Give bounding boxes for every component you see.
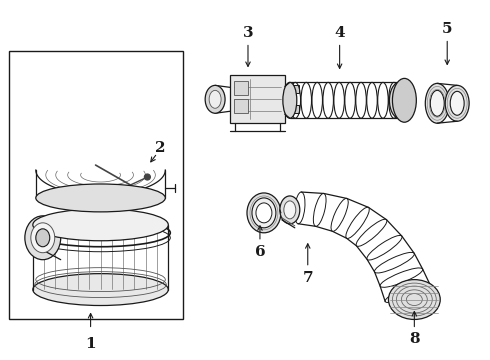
Ellipse shape [247,193,281,233]
Ellipse shape [450,91,464,115]
Bar [293,85,299,93]
Ellipse shape [145,174,150,180]
Text: 5: 5 [442,22,452,36]
Text: 4: 4 [334,26,345,40]
Ellipse shape [209,90,221,108]
Ellipse shape [284,201,296,219]
Ellipse shape [280,196,300,224]
Ellipse shape [389,280,440,319]
Ellipse shape [33,274,168,306]
Ellipse shape [390,82,409,118]
Ellipse shape [283,82,297,118]
Bar [230,75,285,123]
Bar [293,105,299,113]
Ellipse shape [25,216,61,260]
Ellipse shape [425,84,449,123]
Bar [234,99,248,113]
Text: 2: 2 [155,141,166,155]
Text: 3: 3 [243,26,253,40]
Bar [9,50,183,319]
Ellipse shape [31,223,55,253]
Ellipse shape [252,198,276,228]
Text: 1: 1 [85,337,96,351]
Ellipse shape [36,184,165,212]
Text: 6: 6 [255,245,265,259]
Ellipse shape [430,90,444,116]
Ellipse shape [36,229,50,247]
Ellipse shape [256,203,272,223]
Text: 8: 8 [409,332,419,346]
Text: 7: 7 [302,271,313,285]
Ellipse shape [392,78,416,122]
Ellipse shape [33,209,168,241]
Ellipse shape [445,85,469,121]
Ellipse shape [205,85,225,113]
Bar [234,81,248,95]
